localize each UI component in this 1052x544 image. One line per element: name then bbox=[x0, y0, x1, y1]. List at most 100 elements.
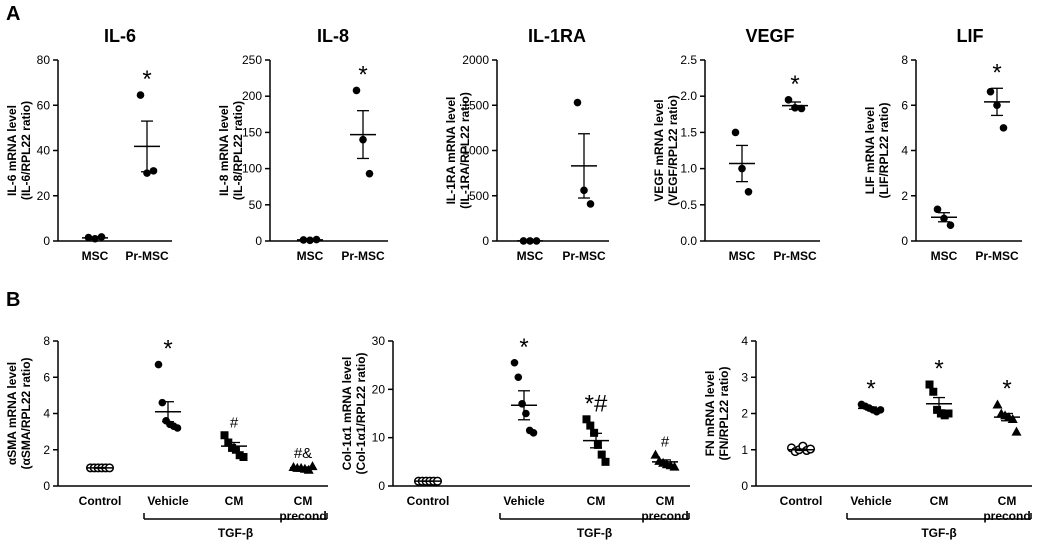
chart1-y-tick-label: 20 bbox=[37, 189, 51, 203]
chart8-bracket-label: TGF-β bbox=[921, 526, 956, 540]
panel-label-a: A bbox=[6, 3, 20, 25]
chart7-category-label: precond bbox=[641, 509, 688, 523]
chart7-point bbox=[514, 373, 523, 382]
chart1-point bbox=[149, 167, 158, 175]
chart8-point bbox=[876, 406, 885, 414]
chart8-point bbox=[944, 409, 953, 418]
chart2-category-label: MSC bbox=[297, 249, 324, 263]
chart1-ylabel-line2: (IL-6/RPL22 ratio) bbox=[19, 101, 33, 200]
chart8-y-tick-label: 4 bbox=[741, 334, 748, 348]
chart5-ylabel-line2: (LIF/RPL22 ratio) bbox=[877, 102, 891, 198]
chart7-category-label: Vehicle bbox=[503, 494, 545, 508]
chart3-ylabel-line1: IL-1RA mRNA level bbox=[444, 97, 458, 205]
chart8-category-label: precond bbox=[983, 509, 1030, 523]
chart8-point bbox=[929, 387, 938, 396]
chart2-y-tick-label: 200 bbox=[242, 89, 262, 103]
chart3-title: IL-1RA bbox=[528, 26, 586, 46]
chart2-ylabel-line1: IL-8 mRNA level bbox=[217, 105, 231, 196]
chart4-category-label: Pr-MSC bbox=[773, 249, 817, 263]
chart4-annotation: * bbox=[790, 71, 799, 98]
chart3-category-label: Pr-MSC bbox=[562, 249, 606, 263]
chart8-annotation: * bbox=[866, 375, 875, 402]
chart7-point bbox=[593, 440, 602, 449]
chart2-y-tick-label: 0 bbox=[255, 234, 262, 248]
chart6-ylabel-line2: (αSMA/RPL22 ratio) bbox=[19, 357, 33, 469]
chart3-point bbox=[586, 200, 595, 208]
chart7-point bbox=[669, 461, 680, 471]
chart6-y-tick-label: 6 bbox=[43, 370, 50, 384]
chart3-y-tick-label: 0 bbox=[482, 234, 489, 248]
chart8-annotation: * bbox=[934, 356, 943, 383]
chart6-y-tick-label: 4 bbox=[43, 407, 50, 421]
chart5-ylabel-line1: LIF mRNA level bbox=[863, 107, 877, 195]
chart7-y-tick-label: 0 bbox=[378, 479, 385, 493]
chart2-y-tick-label: 50 bbox=[249, 198, 263, 212]
chart4-ylabel-line2: (VEGF/RPL22 ratio) bbox=[666, 95, 680, 206]
chart2-y-tick-label: 150 bbox=[242, 125, 262, 139]
chart8-ylabel-line1: FN mRNA level bbox=[703, 371, 717, 457]
chart4-y-tick-label: 2.5 bbox=[680, 53, 697, 67]
chart1-point bbox=[136, 91, 145, 99]
chart8-category-label: Vehicle bbox=[850, 494, 892, 508]
chart4-y-tick-label: 1.5 bbox=[680, 125, 697, 139]
chart5-point bbox=[999, 124, 1008, 132]
chart6-category-label: CM bbox=[294, 494, 313, 508]
chart1-y-tick-label: 60 bbox=[37, 98, 51, 112]
chart2-point bbox=[352, 86, 361, 95]
chart7-y-tick-label: 30 bbox=[372, 334, 386, 348]
chart8-annotation: * bbox=[1002, 375, 1011, 402]
chart8-category-label: CM bbox=[998, 494, 1017, 508]
chart6-point bbox=[154, 360, 163, 369]
chart5-point bbox=[946, 221, 955, 229]
chart8-y-tick-label: 3 bbox=[741, 370, 748, 384]
chart7-bracket-label: TGF-β bbox=[577, 526, 612, 540]
chart5-y-tick-label: 2 bbox=[901, 189, 908, 203]
chart8-point bbox=[925, 380, 934, 389]
chart4-y-tick-label: 2.0 bbox=[680, 89, 697, 103]
chart7-annotation: # bbox=[661, 434, 670, 451]
chart1-ylabel-line1: IL-6 mRNA level bbox=[5, 105, 19, 196]
chart1-y-tick-label: 0 bbox=[43, 234, 50, 248]
chart8-point bbox=[992, 399, 1003, 409]
chart5-category-label: MSC bbox=[931, 249, 958, 263]
chart5-point bbox=[986, 87, 995, 96]
chart8-ylabel-line2: (FN/RPL22 ratio) bbox=[717, 366, 731, 460]
chart3-y-tick-label: 1000 bbox=[462, 144, 489, 158]
chart8-category-label: Control bbox=[780, 494, 823, 508]
chart6-annotation: # bbox=[230, 414, 239, 431]
chart4-y-tick-label: 0.0 bbox=[680, 234, 697, 248]
chart1-y-tick-label: 40 bbox=[37, 144, 51, 158]
chart4-y-tick-label: 1.0 bbox=[680, 162, 697, 176]
chart5-y-tick-label: 6 bbox=[901, 98, 908, 112]
chart5-y-tick-label: 0 bbox=[901, 234, 908, 248]
chart7-point bbox=[529, 429, 538, 437]
chart4-y-tick-label: 0.5 bbox=[680, 198, 697, 212]
chart3-ylabel-line2: (IL-1RA/RPL22 ratio) bbox=[458, 92, 472, 209]
chart7-category-label: CM bbox=[587, 494, 606, 508]
chart5-category-label: Pr-MSC bbox=[975, 249, 1019, 263]
chart6-category-label: Vehicle bbox=[147, 494, 189, 508]
chart3-y-tick-label: 1500 bbox=[462, 98, 489, 112]
chart5-point bbox=[933, 205, 942, 214]
chart7-point bbox=[601, 457, 610, 466]
chart7-annotation: *# bbox=[585, 390, 608, 417]
chart3-category-label: MSC bbox=[517, 249, 544, 263]
chart7-point bbox=[510, 358, 519, 367]
chart7-point bbox=[650, 449, 661, 459]
chart4-point bbox=[744, 187, 753, 196]
chart6-annotation: * bbox=[163, 336, 172, 363]
chart3-point bbox=[573, 98, 582, 107]
chart7-point bbox=[582, 415, 591, 424]
chart6-category-label: Control bbox=[79, 494, 122, 508]
chart8-y-tick-label: 1 bbox=[741, 443, 748, 457]
chart6-category-label: CM bbox=[225, 494, 244, 508]
chart2-annotation: * bbox=[358, 61, 367, 88]
chart8-y-tick-label: 0 bbox=[741, 479, 748, 493]
chart1-category-label: MSC bbox=[82, 249, 109, 263]
chart2-category-label: Pr-MSC bbox=[341, 249, 385, 263]
chart6-point bbox=[173, 424, 182, 432]
chart4-ylabel-line1: VEGF mRNA level bbox=[652, 99, 666, 201]
chart6-point bbox=[239, 453, 248, 461]
chart1-y-tick-label: 80 bbox=[37, 53, 51, 67]
